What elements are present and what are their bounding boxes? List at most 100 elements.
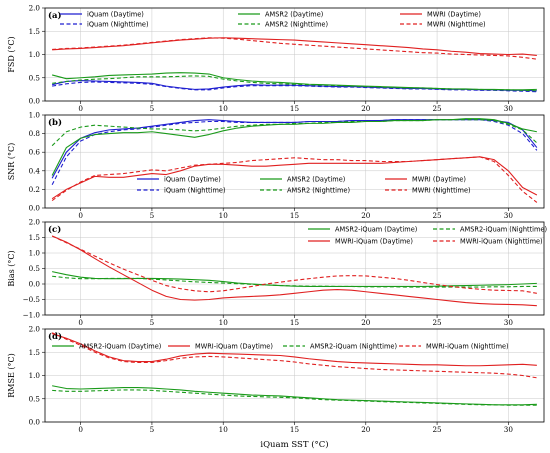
x-tick-label: 0 xyxy=(78,211,83,220)
x-tick-label: 5 xyxy=(150,211,155,220)
chart-panel-4: 0.0 0.5 1.0 1.5 2.0 0 5 10 15 20 25 30 (d) RMSE (°C) A… xyxy=(7,325,545,434)
chart-panel-3: −1.0 −0.5 0.0 0.5 1.0 1.5 2.0 0 5 10 15 20 25 30 (c) Bi… xyxy=(7,218,547,328)
y-tick-label: 1.5 xyxy=(29,348,41,357)
x-tick-label: 20 xyxy=(361,104,371,113)
x-tick-label: 30 xyxy=(504,104,514,113)
legend-label: MWRI-iQuam (Nighttime) xyxy=(460,237,543,245)
y-tick-label: 0.0 xyxy=(29,418,41,427)
series-line-6 xyxy=(52,37,537,60)
x-tick-label: 0 xyxy=(78,104,83,113)
y-axis-label: SNR (°C) xyxy=(7,143,16,180)
legend-label: AMSR2 (Daytime) xyxy=(265,10,323,18)
y-tick-label: 0.0 xyxy=(29,204,41,213)
y-tick-label: 1.0 xyxy=(29,249,41,258)
x-tick-label: 0 xyxy=(78,318,83,327)
series-line-4 xyxy=(51,235,537,294)
legend-label: AMSR2-iQuam (Nighttime) xyxy=(310,342,397,350)
legend: iQuam (Daytime) AMSR2 (Daytime) MWRI (Dayt… xyxy=(60,10,486,28)
y-tick-label: 2.0 xyxy=(29,4,41,13)
x-tick-label: 20 xyxy=(361,318,371,327)
legend-label: AMSR2-iQuam (Daytime) xyxy=(335,225,417,233)
x-tick-label: 25 xyxy=(432,425,442,434)
x-tick-label: 20 xyxy=(361,211,371,220)
legend-label: AMSR2 (Daytime) xyxy=(287,175,345,183)
x-tick-label: 5 xyxy=(150,318,155,327)
series-line-4 xyxy=(52,75,537,92)
y-tick-label: 0.8 xyxy=(29,129,41,138)
legend-label: MWRI (Nighttime) xyxy=(412,186,471,194)
x-tick-label: 30 xyxy=(504,425,514,434)
y-tick-label: 1.0 xyxy=(29,371,41,380)
x-tick-label: 15 xyxy=(290,104,300,113)
legend-label: MWRI-iQuam (Daytime) xyxy=(195,342,273,350)
x-tick-label: 10 xyxy=(219,211,229,220)
series-line-6 xyxy=(51,156,538,203)
y-tick-label: 2.0 xyxy=(29,325,41,334)
y-tick-label: 2.0 xyxy=(29,218,41,227)
x-tick-label: 15 xyxy=(290,425,300,434)
legend-label: iQuam (Nighttime) xyxy=(87,20,149,28)
x-tick-label: 20 xyxy=(361,425,371,434)
x-tick-label: 30 xyxy=(504,318,514,327)
x-tick-label: 10 xyxy=(219,104,229,113)
x-tick-label: 25 xyxy=(432,104,442,113)
x-tick-label: 0 xyxy=(78,425,83,434)
y-axis-label: FSD (°C) xyxy=(7,36,16,72)
panel-label: (b) xyxy=(48,117,62,128)
x-tick-label: 15 xyxy=(290,318,300,327)
x-tick-label: 15 xyxy=(290,211,300,220)
y-tick-label: 1.5 xyxy=(29,233,41,242)
y-axis-label: Bias (°C) xyxy=(7,250,16,286)
x-axis-label: iQuam SST (°C) xyxy=(260,439,328,450)
plot-frame xyxy=(44,328,545,423)
x-tick-label: 25 xyxy=(432,211,442,220)
x-tick-label: 5 xyxy=(150,425,155,434)
x-tick-label: 5 xyxy=(150,104,155,113)
y-tick-label: 1.0 xyxy=(29,111,41,120)
y-tick-label: 0.4 xyxy=(29,166,41,175)
series-line-4 xyxy=(51,332,537,379)
series-line-2 xyxy=(51,333,537,367)
series-line-4 xyxy=(51,119,538,147)
legend-label: iQuam (Daytime) xyxy=(87,10,144,18)
legend-label: iQuam (Daytime) xyxy=(164,175,221,183)
plot-frame xyxy=(44,114,545,209)
chart-panel-2: 0.0 0.2 0.4 0.6 0.8 1.0 0 5 10 15 20 25 30 (b) SNR (°C… xyxy=(7,111,545,220)
legend-label: MWRI-iQuam (Nighttime) xyxy=(426,342,509,350)
y-tick-label: −1.0 xyxy=(23,311,41,320)
x-tick-label: 10 xyxy=(219,425,229,434)
legend-label: MWRI (Nighttime) xyxy=(427,20,486,28)
legend: iQuam (Daytime) AMSR2 (Daytime) MWRI (Dayt… xyxy=(137,175,471,194)
y-axis-label: RMSE (°C) xyxy=(7,353,16,397)
legend-label: AMSR2-iQuam (Nighttime) xyxy=(460,225,547,233)
x-tick-label: 25 xyxy=(432,318,442,327)
panel-label: (a) xyxy=(48,10,62,21)
y-tick-label: 0.0 xyxy=(29,97,41,106)
y-tick-label: 0.0 xyxy=(29,280,41,289)
y-tick-label: 0.6 xyxy=(29,148,41,157)
series-line-2 xyxy=(52,81,537,93)
y-tick-label: 1.0 xyxy=(29,50,41,59)
series-line-3 xyxy=(51,235,537,307)
y-tick-label: 0.5 xyxy=(29,73,41,82)
y-tick-label: 1.5 xyxy=(29,27,41,36)
y-tick-label: −0.5 xyxy=(23,295,41,304)
legend-label: MWRI (Daytime) xyxy=(427,10,481,18)
plot-frame xyxy=(44,7,545,102)
y-tick-label: 0.5 xyxy=(29,394,41,403)
panel-label: (c) xyxy=(48,224,61,235)
y-tick-label: 0.5 xyxy=(29,264,41,273)
legend-label: AMSR2-iQuam (Daytime) xyxy=(79,342,161,350)
plot-frame xyxy=(44,221,545,316)
chart-panel-1: 0.0 0.5 1.0 1.5 2.0 0 5 10 15 20 25 30 (a) FSD (°C) iQ… xyxy=(7,4,545,113)
series-line-3 xyxy=(52,389,537,406)
x-tick-label: 10 xyxy=(219,318,229,327)
x-tick-label: 30 xyxy=(504,211,514,220)
legend-label: MWRI-iQuam (Daytime) xyxy=(335,237,413,245)
legend: AMSR2-iQuam (Daytime) AMSR2-iQuam (Nightt… xyxy=(308,225,547,245)
legend: AMSR2-iQuam (Daytime) MWRI-iQuam (Daytime… xyxy=(52,342,509,350)
panel-label: (d) xyxy=(48,331,62,342)
legend-label: AMSR2 (Nighttime) xyxy=(287,186,350,194)
legend-label: MWRI (Daytime) xyxy=(412,175,466,183)
